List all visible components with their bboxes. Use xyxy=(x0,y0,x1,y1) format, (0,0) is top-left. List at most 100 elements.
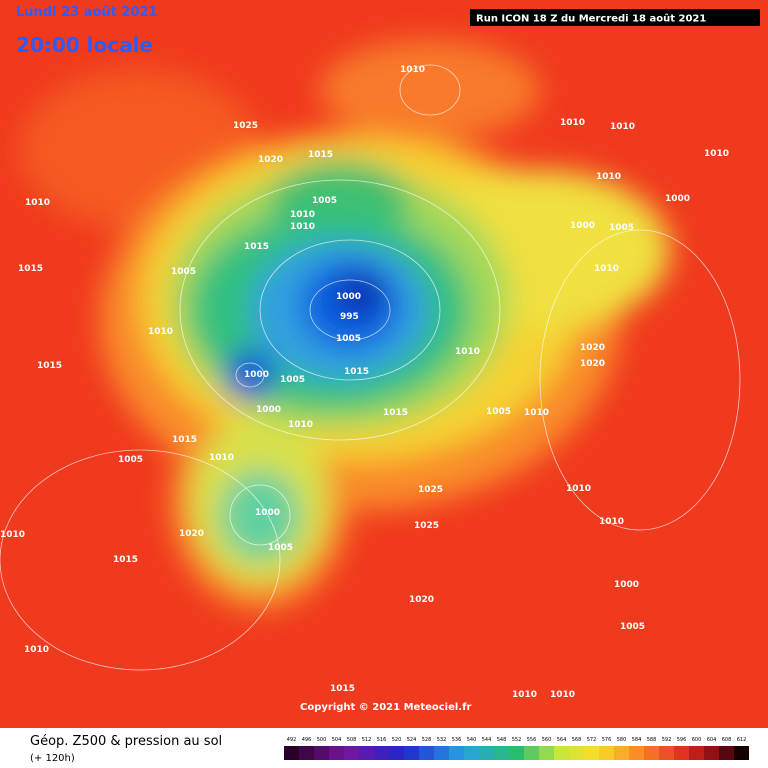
isobar-label: 1005 xyxy=(620,622,645,632)
colorbar-label: 492 xyxy=(287,737,297,743)
isobar-label: 1005 xyxy=(268,543,293,553)
isobar-label: 1000 xyxy=(614,580,639,590)
isobar-label: 1010 xyxy=(550,690,575,700)
colorbar-label: 572 xyxy=(587,737,597,743)
isobar-label: 1010 xyxy=(512,690,537,700)
colorbar-swatch xyxy=(359,746,374,760)
colorbar-swatch xyxy=(419,746,434,760)
date: Lundi 23 août 2021 xyxy=(16,5,158,20)
colorbar-label: 528 xyxy=(422,737,432,743)
colorbar-label: 564 xyxy=(557,737,567,743)
colorbar-label: 612 xyxy=(737,737,747,743)
isobar-label: 1015 xyxy=(344,367,369,377)
isobar-label: 1010 xyxy=(25,198,50,208)
isobar-label: 1000 xyxy=(255,508,280,518)
colorbar-label: 576 xyxy=(602,737,612,743)
colorbar-swatch xyxy=(569,746,584,760)
colorbar: 4924965005045085125165205245285325365405… xyxy=(284,737,749,760)
colorbar-swatch xyxy=(719,746,734,760)
colorbar-swatch xyxy=(494,746,509,760)
isobar-label: 1010 xyxy=(288,420,313,430)
isobar-label: 1010 xyxy=(599,517,624,527)
isobar-label: 1025 xyxy=(418,485,443,495)
isobar-label: 1010 xyxy=(610,122,635,132)
colorbar-label: 508 xyxy=(347,737,357,743)
isobar-label: 1005 xyxy=(336,334,361,344)
colorbar-swatch xyxy=(284,746,299,760)
colorbar-label: 500 xyxy=(317,737,327,743)
map-field xyxy=(0,0,768,728)
isobar-label: 1000 xyxy=(256,405,281,415)
isobar-label: 1010 xyxy=(148,327,173,337)
colorbar-swatch xyxy=(344,746,359,760)
isobar-label: 1020 xyxy=(409,595,434,605)
colorbar-label: 608 xyxy=(722,737,732,743)
isobar-label: 1005 xyxy=(171,267,196,277)
colorbar-swatch xyxy=(704,746,719,760)
colorbar-label: 560 xyxy=(542,737,552,743)
colorbar-swatch xyxy=(644,746,659,760)
isobar-label: 1010 xyxy=(290,222,315,232)
isobar-label: 1025 xyxy=(414,521,439,531)
colorbar-swatch xyxy=(659,746,674,760)
colorbar-label: 604 xyxy=(707,737,717,743)
isobar-label: 1005 xyxy=(118,455,143,465)
colorbar-swatch xyxy=(614,746,629,760)
colorbar-swatch xyxy=(434,746,449,760)
colorbar-label: 596 xyxy=(677,737,687,743)
colorbar-swatch xyxy=(539,746,554,760)
colorbar-swatch xyxy=(329,746,344,760)
isobar-label: 1010 xyxy=(0,530,25,540)
colorbar-swatch xyxy=(404,746,419,760)
colorbar-label: 588 xyxy=(647,737,657,743)
colorbar-swatch xyxy=(479,746,494,760)
isobar-label: 1010 xyxy=(455,347,480,357)
colorbar-swatch xyxy=(464,746,479,760)
colorbar-label: 504 xyxy=(332,737,342,743)
isobar-label: 1020 xyxy=(258,155,283,165)
colorbar-swatch xyxy=(629,746,644,760)
isobar-label: 1010 xyxy=(400,65,425,75)
isobar-label: 1010 xyxy=(524,408,549,418)
isobar-label: 1015 xyxy=(113,555,138,565)
time: 20:00 locale xyxy=(16,33,153,57)
colorbar-label: 584 xyxy=(632,737,642,743)
colorbar-swatch xyxy=(584,746,599,760)
isobar-label: 1010 xyxy=(209,453,234,463)
colorbar-label: 524 xyxy=(407,737,417,743)
isobar-label: 1015 xyxy=(37,361,62,371)
isobar-label: 1000 xyxy=(570,221,595,231)
colorbar-swatch xyxy=(599,746,614,760)
colorbar-swatch xyxy=(674,746,689,760)
colorbar-label: 556 xyxy=(527,737,537,743)
colorbar-swatch xyxy=(524,746,539,760)
isobar-label: 1010 xyxy=(560,118,585,128)
colorbar-label: 568 xyxy=(572,737,582,743)
colorbar-swatch xyxy=(689,746,704,760)
colorbar-label: 540 xyxy=(467,737,477,743)
colorbar-swatch xyxy=(314,746,329,760)
colorbar-label: 548 xyxy=(497,737,507,743)
isobar-label: 1020 xyxy=(580,343,605,353)
colorbar-swatch xyxy=(374,746,389,760)
isobar-label: 1010 xyxy=(566,484,591,494)
colorbar-swatch xyxy=(509,746,524,760)
footer-lead: (+ 120h) xyxy=(30,753,75,764)
colorbar-swatch xyxy=(299,746,314,760)
isobar-label: 1010 xyxy=(596,172,621,182)
colorbar-label: 580 xyxy=(617,737,627,743)
colorbar-swatch xyxy=(734,746,749,760)
colorbar-label: 512 xyxy=(362,737,372,743)
isobar-label: 1010 xyxy=(594,264,619,274)
isobar-label: 1000 xyxy=(336,292,361,302)
isobar-label: 1015 xyxy=(172,435,197,445)
footer-title: Géop. Z500 & pression au sol xyxy=(30,734,222,749)
isobar-label: 1005 xyxy=(280,375,305,385)
colorbar-swatch xyxy=(389,746,404,760)
colorbar-swatch xyxy=(449,746,464,760)
isobar-label: 995 xyxy=(340,312,359,322)
colorbar-label: 516 xyxy=(377,737,387,743)
colorbar-label: 496 xyxy=(302,737,312,743)
isobar-label: 1010 xyxy=(24,645,49,655)
